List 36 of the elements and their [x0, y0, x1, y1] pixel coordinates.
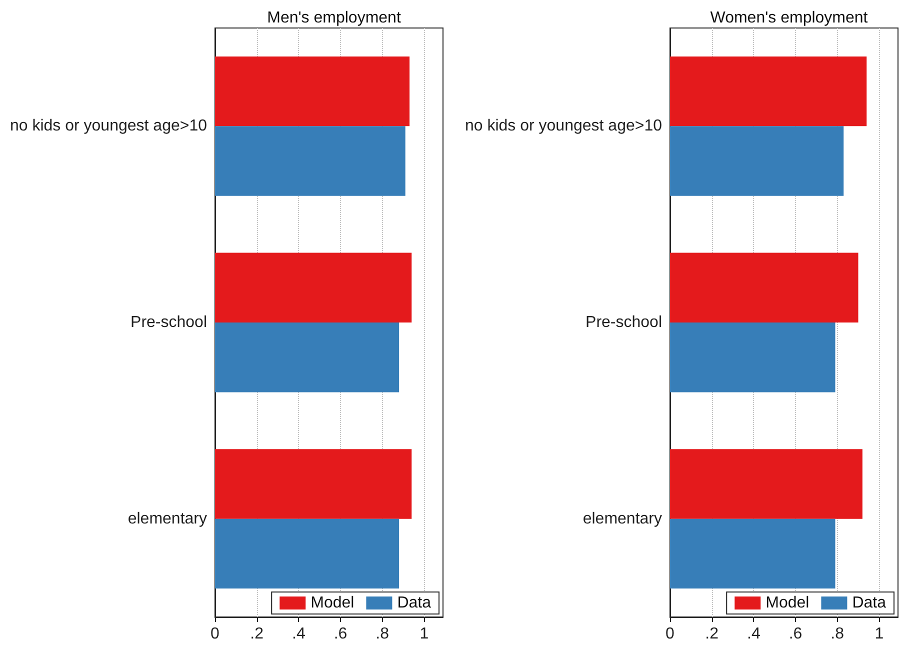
x-tick-label: 0 — [210, 626, 220, 642]
bar — [215, 449, 412, 519]
legend-label: Model — [310, 594, 354, 612]
y-tick-label: Pre-school — [586, 314, 662, 331]
bar — [215, 518, 400, 589]
x-tick-label: .4 — [292, 626, 306, 642]
chart-title: Men's employment — [267, 10, 402, 26]
bar — [670, 518, 836, 589]
bar — [215, 252, 412, 322]
y-tick-label: elementary — [128, 510, 207, 528]
x-tick-label: 0 — [666, 626, 675, 642]
x-tick-label: .2 — [705, 626, 719, 642]
legend-label: Data — [852, 594, 886, 612]
bar — [670, 252, 858, 322]
bar — [670, 322, 836, 392]
bar — [670, 126, 844, 196]
y-tick-label: no kids or youngest age>10 — [464, 118, 662, 135]
bar — [670, 56, 867, 126]
x-tick-label: .6 — [334, 626, 348, 642]
bar — [215, 126, 406, 196]
bar — [670, 449, 862, 519]
x-tick-label: .6 — [788, 626, 802, 642]
y-tick-label: elementary — [582, 510, 662, 528]
y-tick-label: Pre-school — [130, 314, 207, 331]
legend-label: Data — [397, 594, 432, 612]
legend-label: Model — [766, 594, 810, 612]
y-tick-label: no kids or youngest age>10 — [10, 118, 208, 135]
x-tick-label: .2 — [250, 626, 264, 642]
bar — [215, 322, 400, 392]
chart-title: Women's employment — [710, 10, 868, 26]
x-tick-label: .4 — [747, 626, 760, 642]
x-tick-label: .8 — [376, 626, 390, 642]
x-tick-label: 1 — [874, 626, 884, 642]
x-tick-label: 1 — [420, 626, 429, 642]
bar — [215, 56, 410, 126]
x-tick-label: .8 — [830, 626, 844, 642]
